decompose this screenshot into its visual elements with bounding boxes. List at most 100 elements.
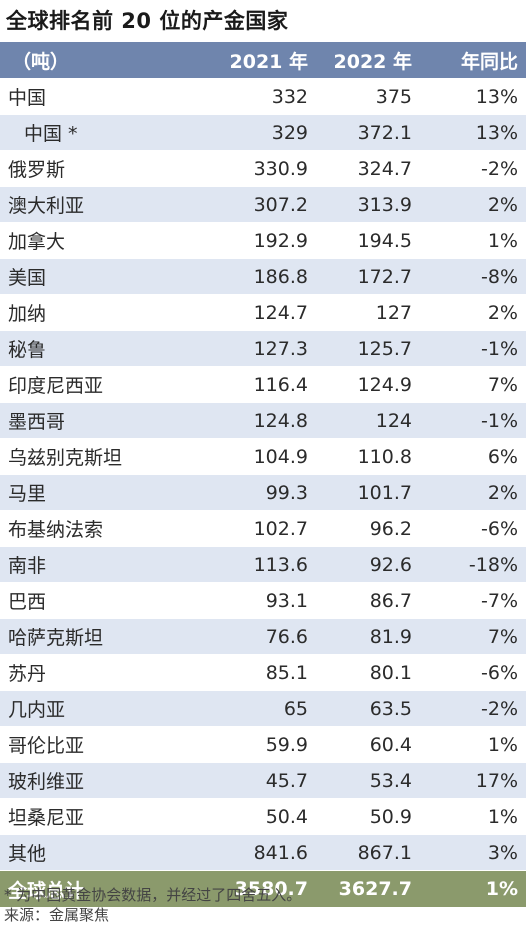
table-row: 哥伦比亚 59.9 60.4 1% xyxy=(0,726,526,763)
country-cell: 墨西哥 xyxy=(0,402,212,439)
value-2022-cell: 81.9 xyxy=(316,618,420,655)
value-2021-cell: 307.2 xyxy=(212,186,316,223)
country-cell: 澳大利亚 xyxy=(0,186,212,223)
country-cell: 巴西 xyxy=(0,582,212,619)
source-note: 来源：金属聚焦 xyxy=(4,906,110,924)
footnote: * 为中国黄金协会数据，并经过了四舍五入。 xyxy=(4,886,302,904)
value-2021-cell: 65 xyxy=(212,690,316,727)
value-2022-cell: 50.9 xyxy=(316,798,420,835)
yoy-change-cell: -1% xyxy=(420,402,526,439)
yoy-change-cell: 2% xyxy=(420,294,526,331)
table-row: 中国 * 329 372.1 13% xyxy=(0,114,526,151)
table-row: 澳大利亚 307.2 313.9 2% xyxy=(0,186,526,223)
yoy-change-cell: -2% xyxy=(420,150,526,187)
country-cell: 玻利维亚 xyxy=(0,762,212,799)
table-row: 玻利维亚 45.7 53.4 17% xyxy=(0,762,526,799)
gold-production-table: （吨） 2021 年 2022 年 年同比 中国 332 375 13% 中国 * 329… xyxy=(0,42,526,907)
table-row: 加纳 124.7 127 2% xyxy=(0,294,526,331)
table-row: 其他 841.6 867.1 3% xyxy=(0,834,526,871)
value-2021-cell: 116.4 xyxy=(212,366,316,403)
value-2021-cell: 332 xyxy=(212,78,316,115)
value-2021-cell: 127.3 xyxy=(212,330,316,367)
value-2021-cell: 76.6 xyxy=(212,618,316,655)
table-row: 印度尼西亚 116.4 124.9 7% xyxy=(0,366,526,403)
country-cell: 马里 xyxy=(0,474,212,511)
value-2022-cell: 172.7 xyxy=(316,258,420,295)
yoy-change-cell: -6% xyxy=(420,510,526,547)
table-row: 乌兹别克斯坦 104.9 110.8 6% xyxy=(0,438,526,475)
yoy-change-cell: 7% xyxy=(420,618,526,655)
yoy-change-cell: 1% xyxy=(420,222,526,259)
value-2021-cell: 104.9 xyxy=(212,438,316,475)
column-header-2021: 2021 年 xyxy=(212,42,316,79)
value-2021-cell: 841.6 xyxy=(212,834,316,871)
value-2022-cell: 372.1 xyxy=(316,114,420,151)
value-2022-cell: 125.7 xyxy=(316,330,420,367)
table-row: 中国 332 375 13% xyxy=(0,78,526,115)
total-yoy: 1% xyxy=(420,870,526,907)
value-2022-cell: 110.8 xyxy=(316,438,420,475)
table-row: 哈萨克斯坦 76.6 81.9 7% xyxy=(0,618,526,655)
page-title: 全球排名前 20 位的产金国家 xyxy=(6,9,289,33)
table-header-row: （吨） 2021 年 2022 年 年同比 xyxy=(0,42,526,79)
column-header-unit: （吨） xyxy=(0,42,212,79)
table-row: 巴西 93.1 86.7 -7% xyxy=(0,582,526,619)
country-cell: 俄罗斯 xyxy=(0,150,212,187)
value-2022-cell: 60.4 xyxy=(316,726,420,763)
value-2021-cell: 124.7 xyxy=(212,294,316,331)
value-2022-cell: 124 xyxy=(316,402,420,439)
table-row: 苏丹 85.1 80.1 -6% xyxy=(0,654,526,691)
table-row: 布基纳法索 102.7 96.2 -6% xyxy=(0,510,526,547)
yoy-change-cell: -18% xyxy=(420,546,526,583)
value-2021-cell: 124.8 xyxy=(212,402,316,439)
value-2022-cell: 92.6 xyxy=(316,546,420,583)
country-cell: 美国 xyxy=(0,258,212,295)
value-2021-cell: 93.1 xyxy=(212,582,316,619)
yoy-change-cell: -8% xyxy=(420,258,526,295)
value-2022-cell: 101.7 xyxy=(316,474,420,511)
yoy-change-cell: 13% xyxy=(420,114,526,151)
value-2022-cell: 63.5 xyxy=(316,690,420,727)
value-2021-cell: 102.7 xyxy=(212,510,316,547)
table-row: 俄罗斯 330.9 324.7 -2% xyxy=(0,150,526,187)
country-cell: 布基纳法索 xyxy=(0,510,212,547)
value-2021-cell: 45.7 xyxy=(212,762,316,799)
table-row: 美国 186.8 172.7 -8% xyxy=(0,258,526,295)
country-cell: 中国 xyxy=(0,78,212,115)
yoy-change-cell: -2% xyxy=(420,690,526,727)
yoy-change-cell: 1% xyxy=(420,798,526,835)
value-2022-cell: 313.9 xyxy=(316,186,420,223)
value-2022-cell: 194.5 xyxy=(316,222,420,259)
yoy-change-cell: -7% xyxy=(420,582,526,619)
table-row: 马里 99.3 101.7 2% xyxy=(0,474,526,511)
country-cell: 乌兹别克斯坦 xyxy=(0,438,212,475)
yoy-change-cell: 3% xyxy=(420,834,526,871)
value-2022-cell: 124.9 xyxy=(316,366,420,403)
value-2022-cell: 96.2 xyxy=(316,510,420,547)
value-2022-cell: 867.1 xyxy=(316,834,420,871)
table-row: 几内亚 65 63.5 -2% xyxy=(0,690,526,727)
total-2022: 3627.7 xyxy=(316,870,420,907)
table-row: 墨西哥 124.8 124 -1% xyxy=(0,402,526,439)
yoy-change-cell: 7% xyxy=(420,366,526,403)
country-cell: 秘鲁 xyxy=(0,330,212,367)
country-cell: 哈萨克斯坦 xyxy=(0,618,212,655)
country-cell: 哥伦比亚 xyxy=(0,726,212,763)
value-2021-cell: 85.1 xyxy=(212,654,316,691)
value-2021-cell: 329 xyxy=(212,114,316,151)
total-row: 全球总计 3580.7 3627.7 1% xyxy=(0,870,526,907)
table-row: 坦桑尼亚 50.4 50.9 1% xyxy=(0,798,526,835)
country-cell: 加拿大 xyxy=(0,222,212,259)
yoy-change-cell: 2% xyxy=(420,474,526,511)
total-label: 全球总计 xyxy=(0,870,212,907)
value-2022-cell: 127 xyxy=(316,294,420,331)
country-cell: 南非 xyxy=(0,546,212,583)
value-2022-cell: 324.7 xyxy=(316,150,420,187)
table-row: 秘鲁 127.3 125.7 -1% xyxy=(0,330,526,367)
yoy-change-cell: 6% xyxy=(420,438,526,475)
country-cell: 其他 xyxy=(0,834,212,871)
column-header-2022: 2022 年 xyxy=(316,42,420,79)
country-cell: 坦桑尼亚 xyxy=(0,798,212,835)
value-2022-cell: 80.1 xyxy=(316,654,420,691)
value-2022-cell: 86.7 xyxy=(316,582,420,619)
